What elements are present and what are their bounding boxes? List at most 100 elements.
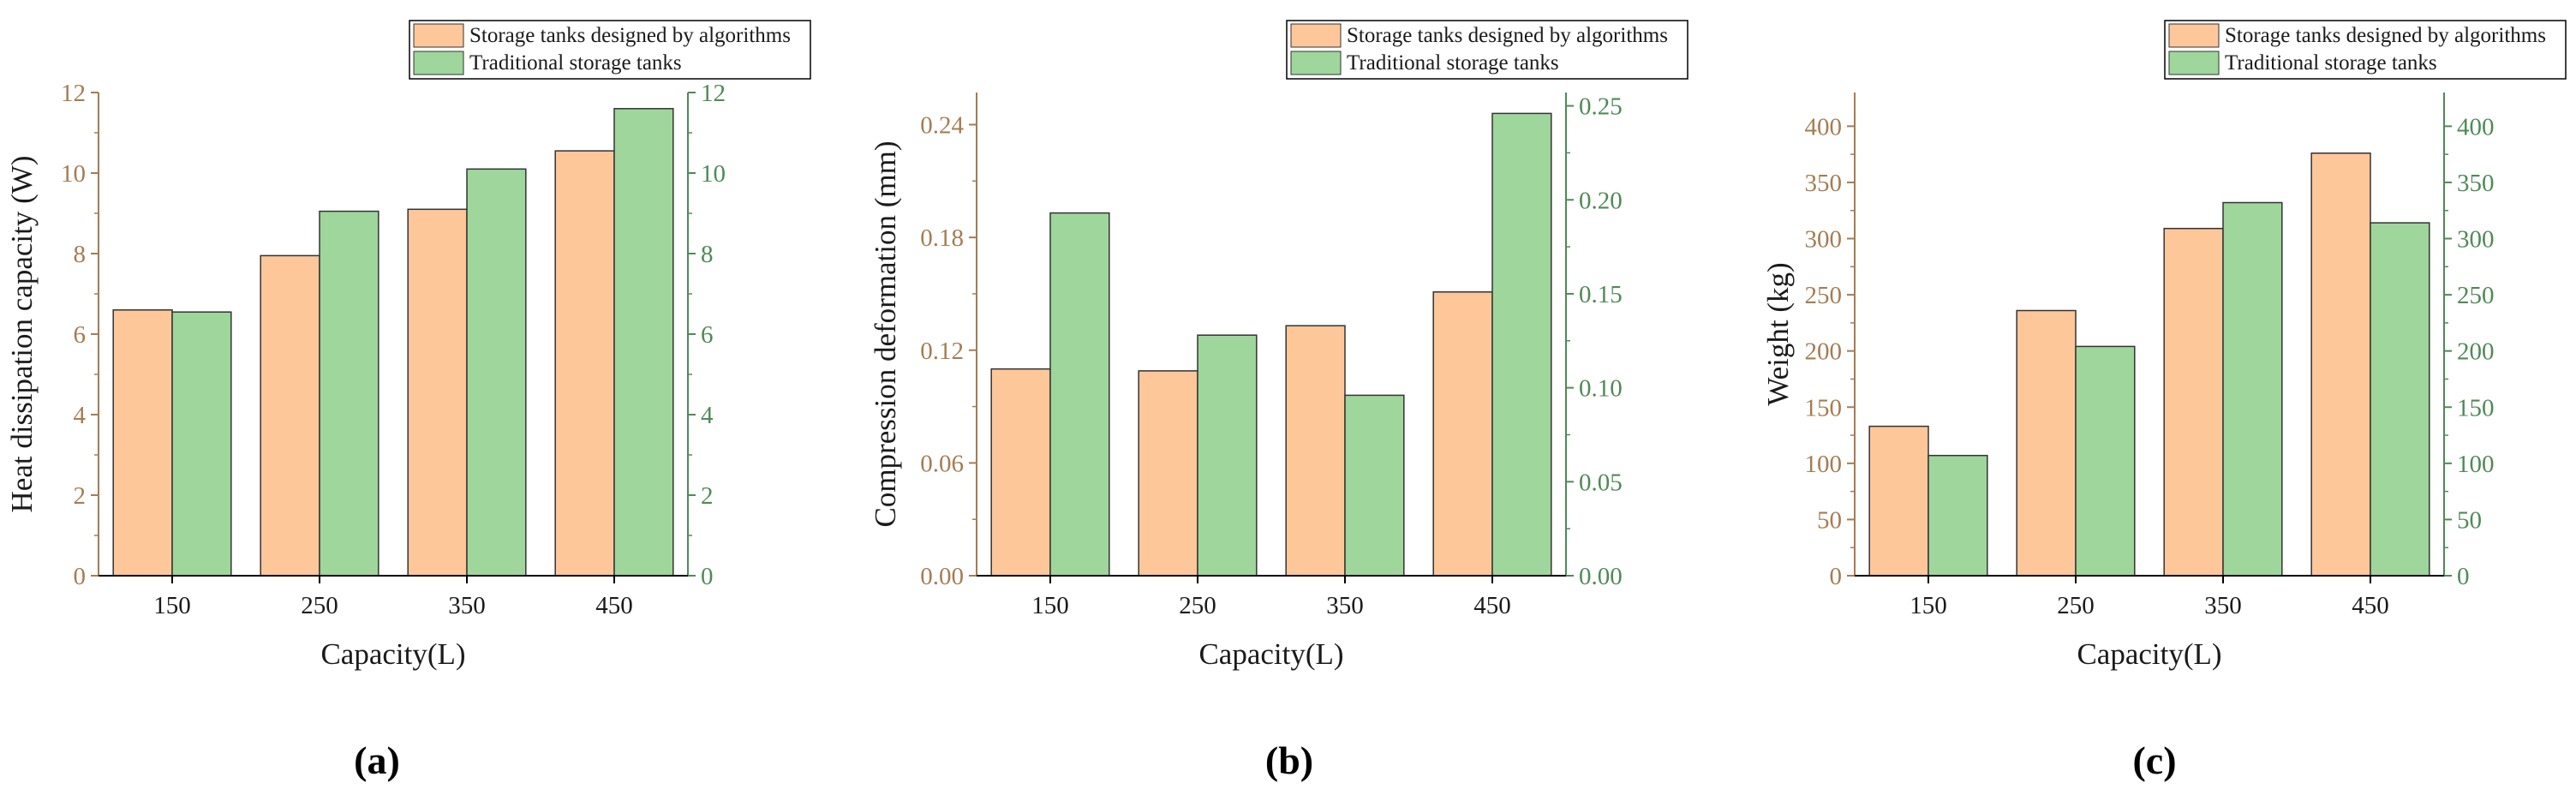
y-axis-title: Heat dissipation capacity (W)	[5, 156, 39, 513]
right-tick-label: 0.15	[1579, 281, 1623, 308]
left-tick-label: 150	[1805, 394, 1843, 421]
right-tick-label: 0.25	[1579, 93, 1623, 121]
x-tick-label: 150	[1031, 592, 1069, 619]
bar-algorithm-250	[2016, 309, 2077, 577]
right-tick-label: 12	[701, 80, 726, 107]
legend-swatch-algorithm	[1290, 23, 1342, 48]
left-tick-label: 12	[61, 80, 86, 107]
right-tick-label: 8	[701, 241, 714, 268]
bar-algorithm-150	[112, 309, 173, 577]
right-tick-label: 4	[701, 402, 714, 429]
bar-algorithm-350	[1285, 325, 1346, 577]
bar-traditional-450	[1491, 112, 1552, 577]
legend-label-traditional: Traditional storage tanks	[2225, 51, 2437, 75]
x-tick-label: 450	[595, 592, 633, 619]
bar-algorithm-350	[2163, 227, 2224, 577]
legend-swatch-traditional	[1290, 51, 1342, 75]
bar-traditional-450	[2370, 222, 2430, 577]
bar-traditional-350	[2222, 201, 2283, 577]
left-tick-label: 0.12	[920, 338, 964, 365]
left-tick-label: 200	[1805, 338, 1843, 366]
right-tick-label: 0.20	[1579, 187, 1623, 214]
x-tick-label: 250	[301, 592, 338, 619]
left-tick-label: 0.00	[920, 563, 964, 590]
bar-traditional-250	[2075, 345, 2136, 577]
legend-swatch-traditional	[2168, 51, 2220, 75]
x-tick-label: 350	[2204, 592, 2242, 619]
left-tick-label: 400	[1805, 113, 1843, 140]
left-tick-label: 0.18	[920, 224, 964, 252]
legend-swatch-algorithm	[2168, 23, 2220, 48]
legend-box	[409, 20, 811, 80]
left-tick-label: 0.06	[920, 450, 964, 477]
y-axis-title: Weight (kg)	[1761, 262, 1795, 405]
legend-swatch-traditional	[413, 51, 464, 75]
legend-box	[1286, 20, 1688, 80]
right-tick-label: 250	[2457, 282, 2495, 309]
bar-traditional-450	[613, 108, 674, 577]
bar-traditional-350	[1344, 394, 1405, 577]
legend-swatch-algorithm	[413, 23, 464, 48]
y-axis-title: Compression deformation (mm)	[869, 140, 902, 527]
legend-label-traditional: Traditional storage tanks	[1347, 51, 1559, 75]
right-tick-label: 100	[2457, 451, 2495, 478]
x-tick-label: 250	[2057, 592, 2095, 619]
bar-algorithm-450	[554, 150, 615, 577]
left-tick-label: 8	[74, 241, 87, 268]
right-tick-label: 6	[701, 321, 714, 349]
x-axis-title: Capacity(L)	[2077, 637, 2221, 671]
legend-box	[2164, 20, 2567, 80]
right-tick-label: 2	[701, 482, 714, 510]
right-tick-label: 0	[701, 563, 714, 590]
bar-algorithm-250	[1138, 370, 1198, 577]
chart-panel-2: 0.00 0.06 0.12 0.18 0.24 0.00 0.05 0.10 0.15 0.20…	[869, 20, 1688, 782]
left-tick-label: 4	[74, 402, 87, 429]
bar-algorithm-350	[407, 208, 468, 577]
right-tick-label: 0.05	[1579, 469, 1623, 496]
left-tick-label: 250	[1805, 282, 1843, 309]
x-tick-label: 450	[1473, 592, 1511, 619]
x-tick-label: 350	[448, 592, 486, 619]
right-tick-label: 200	[2457, 338, 2495, 366]
bar-algorithm-150	[990, 368, 1051, 577]
right-tick-label: 0.10	[1579, 375, 1623, 403]
bar-algorithm-150	[1868, 425, 1929, 577]
x-tick-label: 150	[1910, 592, 1947, 619]
left-tick-label: 2	[74, 482, 87, 510]
bar-traditional-250	[319, 210, 380, 577]
legend-label-algorithm: Storage tanks designed by algorithms	[1347, 24, 1668, 47]
left-tick-label: 0.24	[920, 112, 964, 140]
legend-label-traditional: Traditional storage tanks	[469, 51, 682, 75]
x-tick-label: 350	[1326, 592, 1364, 619]
left-tick-label: 10	[61, 160, 86, 188]
left-tick-label: 0	[74, 563, 87, 590]
legend-label-algorithm: Storage tanks designed by algorithms	[469, 24, 791, 47]
bar-algorithm-450	[1432, 291, 1493, 577]
x-tick-label: 450	[2352, 592, 2389, 619]
right-tick-label: 10	[701, 160, 726, 188]
bar-traditional-150	[1928, 454, 1988, 577]
bar-traditional-150	[1049, 212, 1110, 577]
left-tick-label: 0	[1830, 563, 1843, 590]
panel-label: (c)	[2132, 738, 2176, 782]
chart-panel-1: 0 2 4 6 8 10 12 0 2 4 6 8 10 12 150 250 350 450 Capacity(L…	[5, 20, 811, 782]
right-tick-label: 0.00	[1579, 563, 1623, 590]
right-tick-label: 50	[2457, 506, 2482, 534]
left-tick-label: 6	[74, 321, 87, 349]
x-tick-label: 250	[1179, 592, 1216, 619]
right-tick-label: 0	[2457, 563, 2470, 590]
bar-traditional-250	[1197, 334, 1258, 577]
x-axis-title: Capacity(L)	[320, 637, 465, 671]
right-tick-label: 300	[2457, 226, 2495, 254]
chart-panel-3: 0 50 100 150 200 250 300 350 400 0 50 100 150 200 250 3…	[1761, 20, 2567, 782]
panel-label: (a)	[354, 738, 400, 782]
left-tick-label: 100	[1805, 451, 1843, 478]
bar-algorithm-250	[260, 254, 320, 577]
right-tick-label: 350	[2457, 170, 2495, 197]
x-tick-label: 150	[153, 592, 191, 619]
left-tick-label: 350	[1805, 170, 1843, 197]
panel-label: (b)	[1265, 738, 1313, 782]
bar-algorithm-450	[2310, 152, 2371, 577]
x-axis-title: Capacity(L)	[1198, 637, 1343, 671]
